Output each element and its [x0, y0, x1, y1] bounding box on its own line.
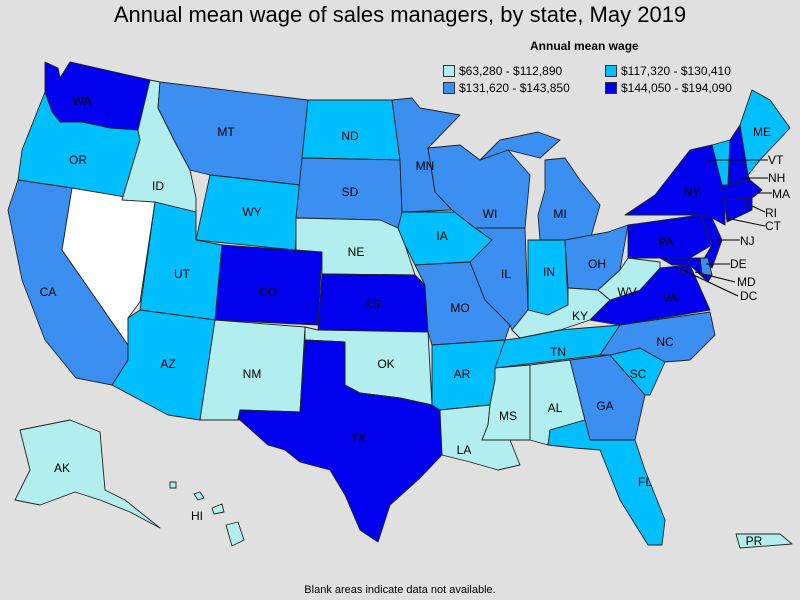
- state-label-or: OR: [69, 153, 87, 167]
- state-label-in: IN: [543, 265, 555, 279]
- state-label-ak: AK: [54, 461, 70, 475]
- state-il[interactable]: [469, 227, 529, 331]
- state-label-al: AL: [548, 401, 563, 415]
- state-label-wa: WA: [73, 94, 92, 108]
- legend-swatch: [443, 81, 455, 94]
- state-label-ny: NY: [684, 185, 701, 199]
- state-label-hi: HI: [191, 509, 203, 523]
- footnote: Blank areas indicate data not available.: [304, 584, 496, 596]
- state-label-ga: GA: [596, 399, 613, 413]
- legend-label: $63,280 - $112,890: [459, 63, 563, 78]
- state-label-fl: FL: [638, 475, 652, 489]
- state-label-tx: TX: [350, 431, 365, 445]
- state-label-la: LA: [457, 443, 472, 457]
- state-label-pa: PA: [658, 235, 673, 249]
- state-label-sd: SD: [342, 185, 359, 199]
- state-me[interactable]: [739, 89, 791, 176]
- state-label-wv: WV: [617, 285, 636, 299]
- state-label-de: DE: [730, 257, 747, 271]
- legend-item-tier-1: $63,280 - $112,890: [443, 63, 605, 78]
- state-label-dc: DC: [740, 289, 758, 303]
- legend-swatch: [605, 64, 617, 77]
- legend-swatch: [605, 81, 617, 94]
- state-fl[interactable]: [547, 419, 666, 546]
- legend-item-tier-2: $117,320 - $130,410: [605, 63, 775, 78]
- state-md[interactable]: [659, 257, 713, 283]
- state-label-pr: PR: [746, 534, 763, 548]
- state-wv[interactable]: [597, 257, 661, 301]
- state-label-nm: NM: [243, 367, 262, 381]
- state-pr[interactable]: [735, 533, 793, 549]
- state-ak[interactable]: [14, 419, 161, 529]
- state-label-tn: TN: [550, 345, 566, 359]
- state-mi-upper[interactable]: [479, 131, 561, 161]
- state-wa[interactable]: [44, 61, 151, 131]
- state-label-nh: NH: [768, 171, 785, 185]
- state-mi[interactable]: [537, 157, 601, 241]
- state-label-ri: RI: [765, 206, 777, 220]
- legend-item-tier-4: $144,050 - $194,090: [605, 80, 775, 95]
- state-label-ar: AR: [454, 367, 471, 381]
- legend-label: $131,620 - $143,850: [459, 80, 570, 95]
- state-label-az: AZ: [160, 357, 175, 371]
- state-label-ca: CA: [40, 285, 57, 299]
- state-label-mt: MT: [217, 125, 235, 139]
- state-nc[interactable]: [599, 311, 716, 363]
- state-label-ut: UT: [174, 267, 191, 281]
- state-label-ma: MA: [772, 187, 790, 201]
- state-ny[interactable]: [624, 144, 726, 226]
- state-label-mn: MN: [416, 159, 435, 173]
- state-label-wy: WY: [242, 205, 261, 219]
- state-label-il: IL: [501, 267, 511, 281]
- state-label-ky: KY: [572, 309, 588, 323]
- state-label-id: ID: [152, 179, 164, 193]
- legend-swatch: [443, 64, 455, 77]
- legend-title: Annual mean wage: [530, 39, 639, 53]
- state-label-md: MD: [737, 275, 756, 289]
- legend-item-tier-3: $131,620 - $143,850: [443, 80, 605, 95]
- map-title: Annual mean wage of sales managers, by s…: [113, 2, 687, 27]
- label-leader-lines: [682, 159, 772, 297]
- state-label-ne: NE: [348, 245, 365, 259]
- state-label-co: CO: [259, 285, 277, 299]
- state-label-ms: MS: [499, 409, 517, 423]
- state-wi[interactable]: [427, 144, 531, 229]
- legend: $63,280 - $112,890 $117,320 - $130,410 $…: [443, 63, 783, 95]
- state-label-nj: NJ: [740, 234, 755, 248]
- state-pa[interactable]: [627, 214, 713, 259]
- state-label-ks: KS: [364, 297, 380, 311]
- state-label-va: VA: [662, 291, 677, 305]
- legend-label: $144,050 - $194,090: [621, 80, 732, 95]
- state-label-ct: CT: [765, 219, 782, 233]
- state-label-ok: OK: [377, 357, 394, 371]
- state-tx[interactable]: [237, 339, 443, 543]
- state-nj[interactable]: [699, 214, 723, 269]
- legend-label: $117,320 - $130,410: [621, 63, 731, 78]
- state-label-ia: IA: [436, 229, 447, 243]
- state-label-me: ME: [753, 125, 771, 139]
- state-label-wi: WI: [483, 207, 498, 221]
- state-label-vt: VT: [768, 153, 784, 167]
- state-label-sc: SC: [630, 367, 647, 381]
- state-label-mi: MI: [553, 207, 566, 221]
- state-hi[interactable]: [169, 481, 245, 547]
- state-label-mo: MO: [450, 301, 469, 315]
- state-label-oh: OH: [588, 257, 606, 271]
- state-label-nc: NC: [656, 335, 674, 349]
- state-label-nd: ND: [341, 129, 359, 143]
